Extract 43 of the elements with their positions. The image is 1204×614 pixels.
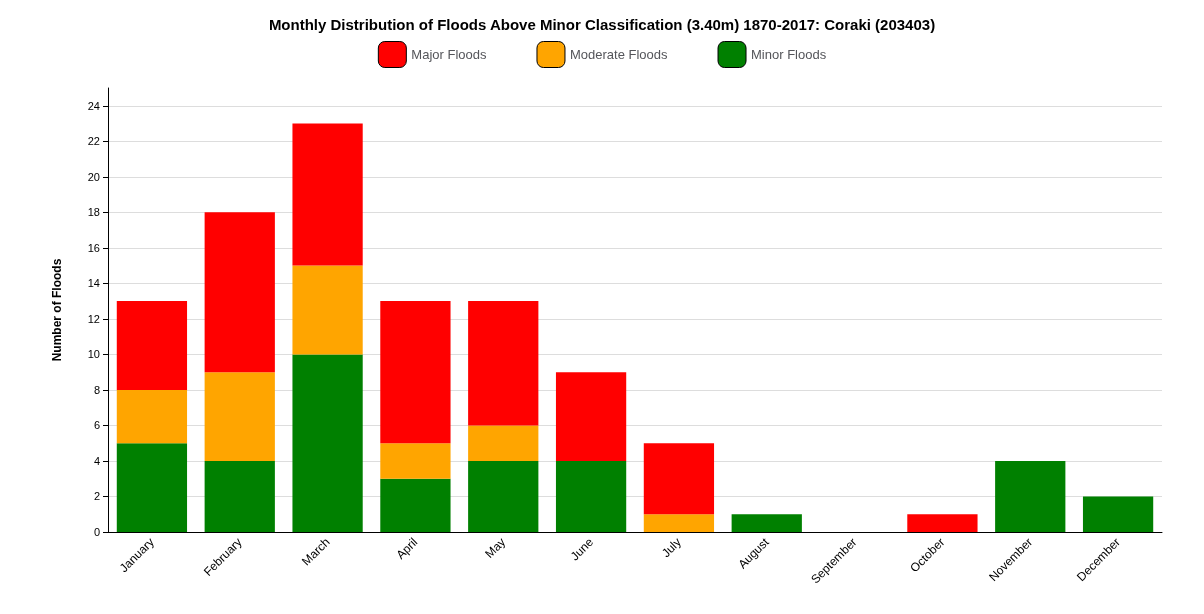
y-tick-label: 20 xyxy=(87,170,100,183)
bar xyxy=(643,443,715,515)
y-tick-label: 10 xyxy=(87,348,100,361)
legend-label: Major Floods xyxy=(411,47,487,62)
bar xyxy=(555,372,627,461)
bar xyxy=(468,425,539,461)
y-axis-title: Number of Floods xyxy=(50,258,64,362)
legend-label: Minor Floods xyxy=(751,47,827,62)
y-tick-label: 0 xyxy=(93,526,100,538)
y-tick-label: 14 xyxy=(87,277,100,290)
bar xyxy=(995,460,1066,532)
bar xyxy=(204,460,275,532)
legend-label: Moderate Floods xyxy=(569,47,669,62)
bar xyxy=(380,478,451,532)
y-tick-label: 4 xyxy=(93,454,100,467)
bar xyxy=(1082,496,1154,532)
bar xyxy=(116,443,188,532)
bar xyxy=(204,212,275,373)
y-tick-label: 22 xyxy=(87,135,100,148)
x-tick-label: May xyxy=(482,535,509,561)
bar xyxy=(292,354,363,532)
y-tick-label: 2 xyxy=(93,490,100,503)
bar xyxy=(468,301,539,426)
y-tick-label: 18 xyxy=(87,206,100,219)
bar xyxy=(380,443,451,479)
x-tick-label: July xyxy=(658,535,684,561)
bar xyxy=(555,460,627,532)
y-tick-label: 24 xyxy=(87,99,100,112)
bar xyxy=(731,514,802,532)
y-tick-label: 12 xyxy=(87,312,100,325)
bar xyxy=(292,123,363,266)
y-tick-label: 8 xyxy=(93,383,100,396)
y-tick-label: 6 xyxy=(93,419,100,432)
y-tick-label: 16 xyxy=(87,241,100,254)
bar xyxy=(292,265,363,355)
bar xyxy=(116,389,188,444)
chart-title: Monthly Distribution of Floods Above Minor Classification (3.40m) 1870-2017: Coraki (203403) xyxy=(268,16,936,33)
bar xyxy=(907,514,978,532)
bar xyxy=(116,301,188,390)
bar xyxy=(380,301,451,444)
bar xyxy=(204,372,275,461)
bar xyxy=(643,514,715,532)
bar xyxy=(468,460,539,532)
